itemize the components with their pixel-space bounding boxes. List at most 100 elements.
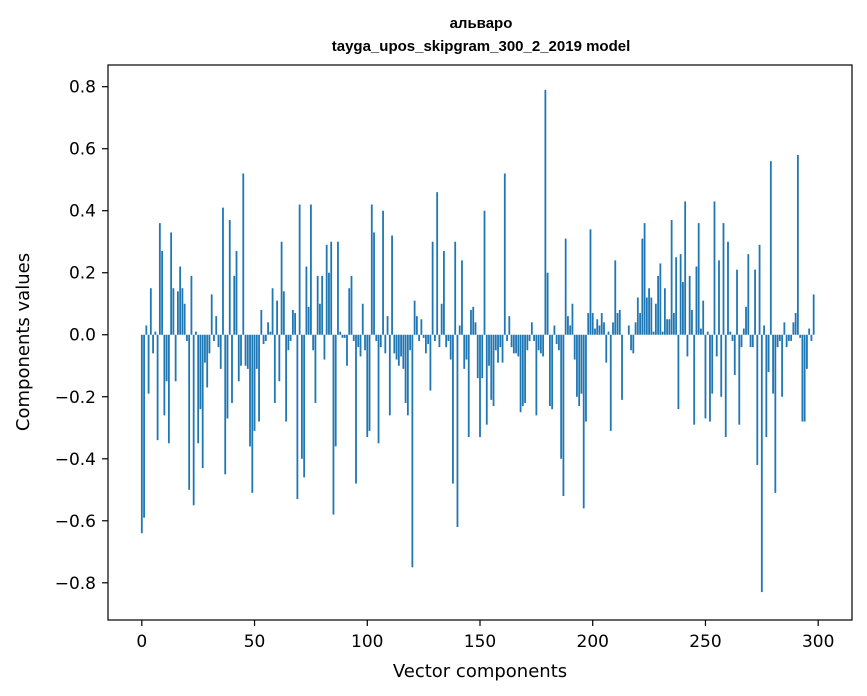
bar (195, 331, 197, 335)
bar (278, 334, 281, 382)
bar (526, 334, 529, 351)
bar (461, 260, 463, 335)
bar (481, 334, 484, 379)
bar (379, 334, 382, 348)
x-tick-label: 300 (802, 632, 834, 652)
bar (165, 334, 168, 382)
bar (393, 334, 396, 354)
bar (186, 334, 188, 341)
bar (510, 334, 513, 348)
y-tick-label: −0.4 (55, 450, 96, 470)
y-tick-label: 0.0 (69, 326, 96, 346)
bar (806, 334, 808, 369)
bar (312, 334, 315, 351)
chart-title: альваро (450, 15, 513, 32)
bar (569, 325, 572, 335)
bar (154, 331, 157, 335)
bar (388, 334, 391, 416)
bar (596, 319, 599, 335)
bar (794, 313, 797, 335)
bar (319, 303, 321, 335)
bar (262, 334, 265, 345)
bar (503, 173, 506, 335)
bar (636, 297, 639, 335)
bar (176, 291, 179, 335)
bar (346, 334, 348, 366)
bar (463, 334, 466, 369)
bar (508, 316, 511, 335)
bar (222, 207, 224, 335)
bar (648, 288, 650, 335)
bar (397, 334, 400, 366)
bar (170, 232, 173, 335)
bar (756, 334, 759, 465)
bar (352, 334, 355, 341)
bar (616, 313, 619, 335)
bar (506, 334, 508, 341)
bar (783, 322, 786, 335)
bar (609, 334, 612, 431)
bar (693, 334, 696, 425)
bar (282, 291, 285, 335)
bar (551, 334, 554, 410)
bar (375, 334, 378, 341)
bar (181, 288, 184, 335)
bar (630, 334, 632, 351)
bar (573, 334, 576, 360)
bar (382, 210, 384, 335)
bar (537, 334, 540, 351)
bar (754, 269, 756, 335)
bar (488, 334, 490, 366)
bar (337, 241, 339, 335)
bar (219, 334, 222, 369)
bar (560, 334, 563, 459)
bar (366, 334, 369, 438)
bar (720, 334, 723, 397)
bar (704, 334, 707, 419)
bar (530, 322, 533, 335)
bar (431, 241, 434, 335)
bar (445, 334, 448, 348)
bar (377, 334, 380, 444)
bar (420, 319, 423, 335)
bar (765, 334, 768, 438)
bar (161, 251, 164, 335)
bar (587, 313, 590, 335)
bar (589, 229, 592, 335)
bar (458, 325, 461, 335)
bar (582, 334, 585, 509)
bar (251, 334, 254, 493)
bar (591, 313, 594, 335)
bar (217, 334, 220, 348)
bar (713, 201, 716, 335)
bar (163, 334, 166, 416)
bar (204, 334, 206, 363)
bar (438, 334, 441, 348)
bar (339, 331, 342, 335)
bar (585, 334, 587, 422)
bar (614, 260, 617, 335)
bar (670, 220, 673, 335)
bar (192, 334, 195, 506)
bar (224, 334, 227, 475)
bar (409, 334, 412, 351)
bar (663, 288, 666, 335)
bar (781, 334, 784, 397)
x-tick-label: 150 (464, 632, 496, 652)
bar (605, 334, 608, 363)
bar (722, 223, 725, 335)
y-tick-label: −0.2 (55, 388, 96, 408)
bar (411, 334, 414, 568)
bar (332, 334, 335, 515)
x-tick-label: 50 (244, 632, 266, 652)
bar (400, 334, 402, 357)
bar (727, 241, 729, 335)
x-axis: 0 50 100 150 200 250 300 (136, 620, 834, 652)
bar (645, 297, 648, 335)
bar (485, 334, 488, 425)
bar (226, 334, 229, 419)
bar (188, 334, 191, 490)
bar (158, 223, 161, 335)
bar (246, 334, 249, 369)
